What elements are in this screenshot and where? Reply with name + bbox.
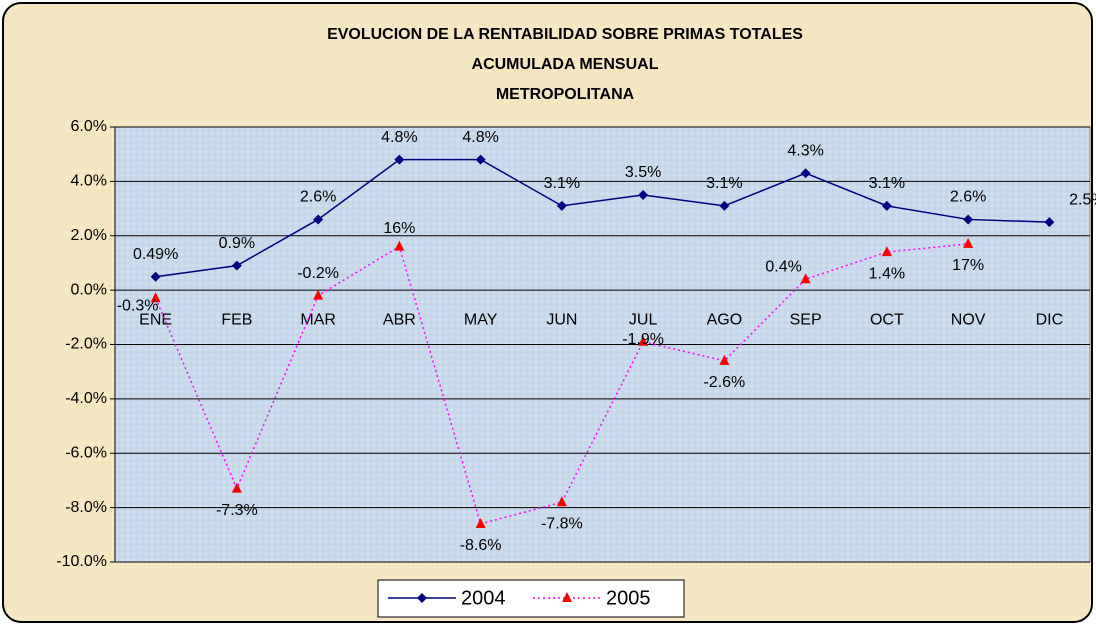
- legend-label: 2005: [606, 587, 651, 609]
- chart-title: ACUMULADA MENSUAL: [472, 56, 659, 73]
- series-line: [154, 243, 969, 525]
- x-tick-label: AGO: [707, 311, 743, 328]
- x-tick-label: JUL: [629, 311, 658, 328]
- marker: [881, 246, 892, 257]
- marker: [719, 200, 730, 211]
- legend-label: 2004: [461, 587, 506, 609]
- x-tick-label: MAR: [300, 311, 336, 328]
- marker: [231, 482, 242, 493]
- marker: [556, 200, 567, 211]
- marker: [231, 260, 242, 271]
- x-tick-label: SEP: [790, 311, 822, 328]
- marker: [150, 271, 161, 282]
- marker: [719, 354, 730, 365]
- x-tick-label: FEB: [221, 311, 252, 328]
- y-tick-label: -4.0%: [65, 390, 107, 407]
- data-label: 3.1%: [544, 175, 580, 192]
- data-label: 4.3%: [787, 142, 823, 159]
- data-label: -0.2%: [297, 265, 339, 282]
- data-label: 3.1%: [706, 175, 742, 192]
- marker: [313, 214, 324, 225]
- data-label: 16%: [383, 220, 415, 237]
- y-tick-label: 4.0%: [71, 173, 107, 190]
- y-tick-label: 0.0%: [71, 281, 107, 298]
- marker: [638, 189, 649, 200]
- data-label: -7.8%: [541, 515, 583, 532]
- x-tick-label: ENE: [139, 311, 172, 328]
- data-label: 0.9%: [219, 235, 255, 252]
- marker: [556, 496, 567, 507]
- x-tick-label: MAY: [464, 311, 498, 328]
- x-tick-label: OCT: [870, 311, 904, 328]
- y-tick-label: -10.0%: [56, 553, 107, 570]
- marker: [562, 592, 572, 602]
- marker: [638, 335, 649, 346]
- chart-title: METROPOLITANA: [496, 86, 635, 103]
- data-label: 0.49%: [133, 246, 178, 263]
- data-label: 2.5%: [1069, 191, 1096, 208]
- marker: [475, 154, 486, 165]
- x-tick-label: NOV: [951, 311, 986, 328]
- data-label: -2.6%: [703, 374, 745, 391]
- y-tick-label: -6.0%: [65, 444, 107, 461]
- data-label: 0.4%: [765, 258, 801, 275]
- marker: [394, 240, 405, 251]
- chart-title: EVOLUCION DE LA RENTABILIDAD SOBRE PRIMA…: [327, 26, 803, 43]
- marker: [417, 593, 427, 603]
- x-tick-label: ABR: [383, 311, 416, 328]
- series-line: [155, 158, 1050, 278]
- marker: [1044, 217, 1055, 228]
- x-tick-label: DIC: [1036, 311, 1064, 328]
- data-label: 3.1%: [869, 175, 905, 192]
- x-tick-label: JUN: [546, 311, 577, 328]
- data-label: 17%: [952, 257, 984, 274]
- marker: [800, 168, 811, 179]
- data-label: -7.3%: [216, 502, 258, 519]
- marker: [963, 237, 974, 248]
- y-tick-label: 2.0%: [71, 227, 107, 244]
- data-label: -8.6%: [460, 537, 502, 554]
- data-label: 4.8%: [462, 129, 498, 146]
- data-label: 2.6%: [950, 189, 986, 206]
- data-label: 3.5%: [625, 164, 661, 181]
- marker: [881, 200, 892, 211]
- marker: [475, 517, 486, 528]
- data-label: -0.3%: [117, 298, 159, 315]
- data-label: 2.6%: [300, 189, 336, 206]
- y-tick-label: -2.0%: [65, 336, 107, 353]
- y-tick-label: -8.0%: [65, 499, 107, 516]
- marker: [313, 289, 324, 300]
- data-label: 1.4%: [869, 265, 905, 282]
- marker: [394, 154, 405, 165]
- data-label: -1.9%: [622, 331, 664, 348]
- marker: [963, 214, 974, 225]
- marker: [150, 292, 161, 303]
- y-tick-label: 6.0%: [71, 118, 107, 135]
- marker: [800, 273, 811, 284]
- data-label: 4.8%: [381, 129, 417, 146]
